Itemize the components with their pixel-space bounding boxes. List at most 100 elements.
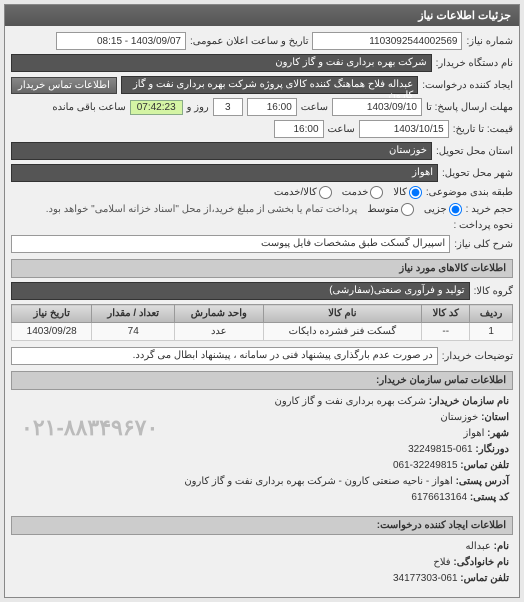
row-state: استان محل تحویل: خوزستان [11, 142, 513, 160]
contact-buyer-section: نام سازمان خریدار: شرکت بهره برداری نفت … [11, 390, 513, 510]
contact-creator-header: اطلاعات ایجاد کننده درخواست: [11, 516, 513, 535]
row-group: گروه کالا: تولید و فرآوری صنعتی(سفارشی) [11, 282, 513, 300]
remaining-label: ساعت باقی مانده [52, 102, 125, 113]
state-field: خوزستان [11, 142, 432, 160]
creator-phone-label: تلفن تماس: [460, 573, 509, 584]
payment-label: نحوه پرداخت : [453, 220, 513, 231]
cat-radio-3[interactable]: کالا/خدمت [274, 186, 332, 199]
contact-buyer-header: اطلاعات تماس سازمان خریدار: [11, 371, 513, 390]
need-title-field: اسپیرال گسکت طبق مشخصات فایل پیوست [11, 235, 450, 253]
vol-radio-2-label: متوسط [367, 204, 398, 215]
need-title-label: شرح کلی نیاز: [454, 239, 513, 250]
cat-radio-1[interactable]: کالا [393, 186, 422, 199]
creator-phone-value: 061-34177303 [393, 573, 458, 584]
vol-radio-1-input[interactable] [449, 203, 462, 216]
postcode-label: کد پستی: [470, 492, 509, 503]
explanation-label: توضیحات خریدار: [442, 351, 513, 362]
th-0: ردیف [470, 305, 513, 323]
cat-radio-3-input[interactable] [319, 186, 332, 199]
postcode-value: 6176613164 [411, 492, 467, 503]
items-header: اطلاعات کالاهای مورد نیاز [11, 259, 513, 278]
row-validity: قیمت: تا تاریخ: ساعت [11, 120, 513, 138]
row-explanation: توضیحات خریدار: در صورت عدم بارگذاری پیش… [11, 347, 513, 365]
payment-note: پرداخت تمام یا بخشی از مبلغ خرید،از محل … [46, 204, 358, 215]
td-2: گسکت فنر فشرده دایکات [263, 323, 422, 341]
announce-label: تاریخ و ساعت اعلان عمومی: [190, 36, 309, 47]
phone-value: 32249815-061 [393, 460, 458, 471]
org-label: نام سازمان خریدار: [429, 396, 509, 407]
deadline-label: مهلت ارسال پاسخ: تا [426, 102, 513, 113]
volume-radio-group: جزیی متوسط پرداخت تمام یا بخشی از مبلغ خ… [46, 203, 462, 216]
name-label: نام: [494, 541, 509, 552]
creator-label: ایجاد کننده درخواست: [422, 80, 513, 91]
validity-label: قیمت: تا تاریخ: [453, 124, 513, 135]
th-4: تعداد / مقدار [92, 305, 175, 323]
td-3: عدد [175, 323, 264, 341]
cstate-value: خوزستان [440, 412, 478, 423]
panel-title: جزئیات اطلاعات نیاز [5, 5, 519, 26]
fax-label: دورنگار: [475, 444, 509, 455]
deadline-date-field[interactable] [332, 98, 422, 116]
remaining-days-field [213, 98, 243, 116]
vol-radio-1-label: جزیی [424, 204, 447, 215]
buyer-org-field: شرکت بهره برداری نفت و گاز کارون [11, 54, 432, 72]
cat-radio-1-input[interactable] [409, 186, 422, 199]
th-2: نام کالا [263, 305, 422, 323]
city-field: اهواز [11, 164, 438, 182]
row-deadline: مهلت ارسال پاسخ: تا ساعت روز و 07:42:23 … [11, 98, 513, 116]
watermark-phone: ۰۲۱-۸۸۳۴۹۶۷۰ [21, 410, 158, 445]
td-1: -- [422, 323, 470, 341]
td-5: 1403/09/28 [12, 323, 92, 341]
group-field: تولید و فرآوری صنعتی(سفارشی) [11, 282, 470, 300]
family-label: نام خانوادگی: [453, 557, 509, 568]
day-label: روز و [187, 102, 209, 113]
cat-radio-1-label: کالا [393, 187, 407, 198]
validity-date-field[interactable] [359, 120, 449, 138]
need-number-field[interactable] [312, 32, 462, 50]
cat-radio-3-label: کالا/خدمت [274, 187, 317, 198]
vol-radio-2[interactable]: متوسط [367, 203, 413, 216]
table-header-row: ردیف کد کالا نام کالا واحد شمارش تعداد /… [12, 305, 513, 323]
announce-field[interactable] [56, 32, 186, 50]
cstate-label: استان: [481, 412, 509, 423]
cat-radio-2[interactable]: خدمت [342, 186, 384, 199]
state-label: استان محل تحویل: [436, 146, 513, 157]
remaining-timer: 07:42:23 [130, 100, 183, 115]
row-creator: ایجاد کننده درخواست: عبداله فلاح هماهنگ … [11, 76, 513, 94]
vol-radio-1[interactable]: جزیی [424, 203, 462, 216]
address-value: اهواز - ناحیه صنعتی کارون - شرکت بهره بر… [184, 476, 452, 487]
td-4: 74 [92, 323, 175, 341]
time-label-2: ساعت [328, 124, 355, 135]
row-city: شهر محل تحویل: اهواز [11, 164, 513, 182]
phone-label: تلفن تماس: [460, 460, 509, 471]
explanation-field: در صورت عدم بارگذاری پیشنهاد فنی در ساما… [11, 347, 438, 365]
th-5: تاریخ نیاز [12, 305, 92, 323]
ccity-label: شهر: [487, 428, 509, 439]
th-3: واحد شمارش [175, 305, 264, 323]
validity-time-field[interactable] [274, 120, 324, 138]
buyer-org-label: نام دستگاه خریدار: [436, 58, 513, 69]
family-value: فلاح [433, 557, 450, 568]
td-0: 1 [470, 323, 513, 341]
time-label-1: ساعت [301, 102, 328, 113]
category-label: طبقه بندی موضوعی: [426, 187, 513, 198]
creator-field: عبداله فلاح هماهنگ کننده کالای پروژه شرک… [121, 76, 418, 94]
row-buyer-org: نام دستگاه خریدار: شرکت بهره برداری نفت … [11, 54, 513, 72]
vol-radio-2-input[interactable] [401, 203, 414, 216]
row-need-title: شرح کلی نیاز: اسپیرال گسکت طبق مشخصات فا… [11, 235, 513, 253]
category-radio-group: کالا خدمت کالا/خدمت [274, 186, 422, 199]
cat-radio-2-input[interactable] [370, 186, 383, 199]
city-label: شهر محل تحویل: [442, 168, 513, 179]
items-table: ردیف کد کالا نام کالا واحد شمارش تعداد /… [11, 304, 513, 341]
panel-body: شماره نیاز: تاریخ و ساعت اعلان عمومی: نا… [5, 26, 519, 597]
row-payment-label: نحوه پرداخت : [11, 220, 513, 231]
row-volume: حجم خرید : جزیی متوسط پرداخت تمام یا بخش… [11, 203, 513, 216]
ccity-value: اهواز [464, 428, 485, 439]
row-category: طبقه بندی موضوعی: کالا خدمت کالا/خدمت [11, 186, 513, 199]
th-1: کد کالا [422, 305, 470, 323]
deadline-time-field[interactable] [247, 98, 297, 116]
row-need-number: شماره نیاز: تاریخ و ساعت اعلان عمومی: [11, 32, 513, 50]
contact-info-button[interactable]: اطلاعات تماس خریدار [11, 77, 117, 94]
table-row[interactable]: 1 -- گسکت فنر فشرده دایکات عدد 74 1403/0… [12, 323, 513, 341]
org-value: شرکت بهره برداری نفت و گاز کارون [275, 396, 426, 407]
